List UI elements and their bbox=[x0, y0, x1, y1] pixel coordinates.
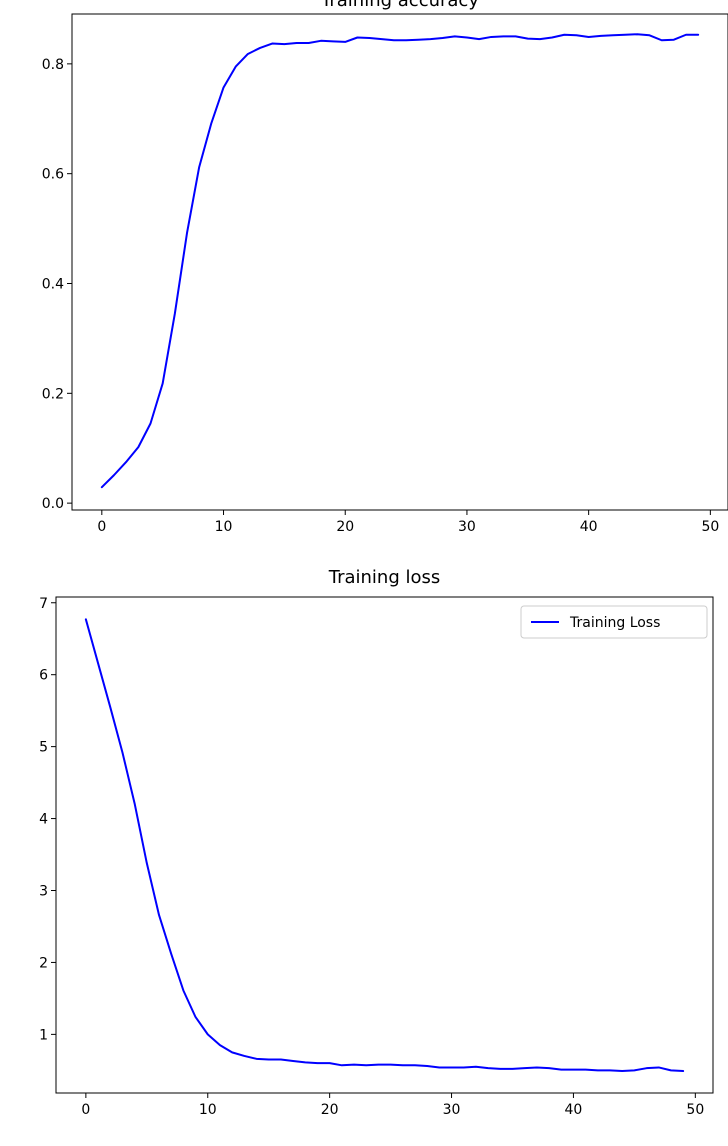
accuracy-chart: Training accuracy 0 10 20 30 40 50 0.0 0.2 0.4 0.6… bbox=[42, 0, 728, 535]
loss-y-tick-label: 6 bbox=[39, 668, 48, 684]
loss-x-tick-label: 30 bbox=[443, 1102, 461, 1118]
accuracy-y-tick-label: 0.4 bbox=[42, 276, 64, 292]
accuracy-x-tick-label: 40 bbox=[580, 519, 598, 535]
accuracy-y-tick-label: 0.6 bbox=[42, 167, 64, 183]
accuracy-axes-frame bbox=[71, 13, 728, 511]
loss-x-tick-label: 40 bbox=[565, 1102, 583, 1118]
loss-y-tick-label: 5 bbox=[39, 740, 48, 756]
loss-legend-label: Training Loss bbox=[569, 615, 660, 631]
loss-axes-frame bbox=[55, 596, 714, 1094]
loss-series-line bbox=[84, 618, 685, 1073]
accuracy-y-tick-label: 0.8 bbox=[42, 57, 64, 73]
accuracy-x-tick-label: 30 bbox=[458, 519, 476, 535]
loss-x-tick-label: 0 bbox=[81, 1102, 90, 1118]
loss-x-tick-label: 10 bbox=[199, 1102, 217, 1118]
accuracy-series-line bbox=[100, 33, 700, 489]
loss-chart-title: Training loss bbox=[328, 567, 441, 588]
loss-y-tick-label: 2 bbox=[39, 955, 48, 971]
accuracy-x-tick-label: 20 bbox=[336, 519, 354, 535]
loss-x-tick-label: 20 bbox=[321, 1102, 339, 1118]
loss-y-tick-label: 4 bbox=[39, 812, 48, 828]
loss-y-tick-label: 3 bbox=[39, 883, 48, 899]
loss-legend-box bbox=[520, 605, 708, 639]
loss-y-tick-label: 1 bbox=[39, 1027, 48, 1043]
loss-x-tick-label: 50 bbox=[686, 1102, 704, 1118]
accuracy-chart-title: Training accuracy bbox=[320, 0, 479, 11]
accuracy-x-tick-label: 0 bbox=[97, 519, 106, 535]
accuracy-y-tick-label: 0.2 bbox=[42, 386, 64, 402]
accuracy-x-tick-label: 10 bbox=[215, 519, 233, 535]
accuracy-y-tick-label: 0.0 bbox=[42, 496, 64, 512]
loss-y-tick-label: 7 bbox=[39, 596, 48, 612]
loss-chart: Training loss 0 10 20 30 40 50 1 2 3 4 5 6 7 Training … bbox=[39, 567, 714, 1118]
accuracy-x-tick-label: 50 bbox=[701, 519, 719, 535]
loss-legend: Training Loss bbox=[520, 605, 708, 639]
